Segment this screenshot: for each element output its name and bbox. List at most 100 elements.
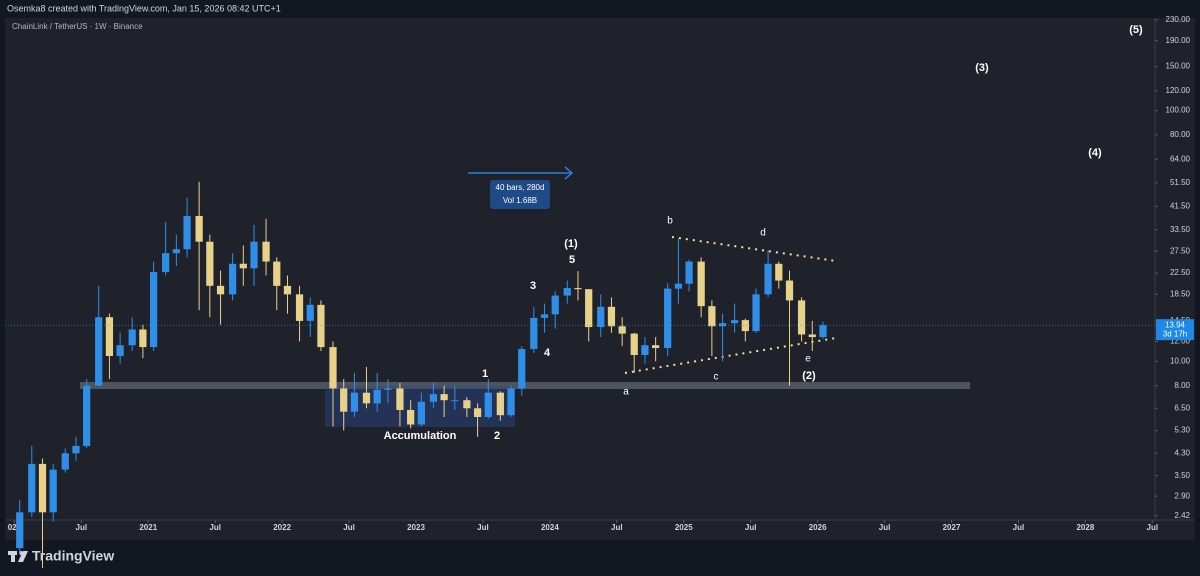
candle-body (731, 320, 739, 324)
candle-body (172, 249, 180, 254)
wave-label: 2 (494, 430, 500, 442)
logo-part (18, 551, 28, 562)
candle-body (607, 306, 616, 327)
wave-label: (2) (802, 370, 816, 382)
wave-label: a (623, 387, 629, 398)
candle-body (83, 385, 91, 446)
candle-body (451, 400, 459, 402)
candle-body (228, 263, 237, 295)
y-tick-label: 51.50 (1170, 178, 1191, 187)
y-tick-label: 2.42 (1174, 511, 1190, 520)
candle-body (652, 345, 660, 349)
candle-body (162, 253, 170, 273)
last-price-box (1156, 319, 1194, 341)
candle-body (697, 261, 705, 307)
candle-body (250, 241, 258, 269)
candle-body (708, 306, 716, 327)
candle-body (61, 453, 69, 470)
candle-body (518, 349, 526, 389)
measure-box (490, 180, 550, 209)
x-tick-label: 2026 (809, 523, 827, 532)
y-tick-label: 64.00 (1170, 154, 1191, 163)
candle-body (630, 333, 638, 356)
x-tick-label: 2028 (1076, 523, 1094, 532)
triangle-lower (624, 337, 837, 374)
y-tick-label: 150.00 (1166, 62, 1191, 71)
candle-body (440, 394, 448, 401)
candle-body (396, 388, 404, 410)
candle-body (563, 288, 571, 296)
wave-label: 5 (569, 254, 575, 266)
candle-body (340, 388, 348, 412)
candle-body (808, 334, 816, 338)
x-tick-label: Jul (745, 523, 757, 532)
x-tick-label: 020 (8, 523, 22, 532)
chart-title: ChainLink / TetherUS · 1W · Binance (12, 22, 143, 31)
credit: Osemka8 created with TradingView.com, Ja… (7, 3, 281, 13)
candle-body (574, 288, 582, 290)
candle-body (183, 215, 191, 250)
last-price-label: 13.94 (1165, 320, 1186, 329)
candle-body (597, 306, 605, 328)
measure-label: 40 bars, 280d (496, 183, 545, 192)
candle-body (16, 512, 24, 549)
y-tick-label: 120.00 (1166, 86, 1191, 95)
x-tick-label: 2024 (541, 523, 559, 532)
candle-body (49, 469, 57, 513)
candle-body (28, 463, 36, 513)
x-tick-label: 2023 (407, 523, 425, 532)
x-tick-label: Jul (76, 523, 88, 532)
y-tick-label: 8.00 (1174, 381, 1190, 390)
wave-label: 1 (482, 368, 488, 380)
candle-body (373, 389, 381, 404)
candle-body (752, 294, 760, 332)
wave-label: (1) (564, 238, 578, 250)
y-tick-label: 2.90 (1174, 491, 1190, 500)
x-tick-label: Jul (1147, 523, 1159, 532)
x-tick-label: Jul (343, 523, 355, 532)
candle-body (664, 288, 672, 349)
candle-body (139, 329, 147, 348)
candle-body (105, 317, 114, 357)
candle-body (128, 329, 136, 346)
candle-body (775, 263, 783, 281)
candle-body (429, 394, 438, 402)
wave-label: e (805, 354, 811, 365)
candle-body (463, 400, 471, 409)
candle-body (741, 320, 749, 332)
candle-body (329, 347, 337, 389)
y-tick-label: 6.50 (1174, 403, 1190, 412)
y-tick-label: 5.30 (1174, 426, 1190, 435)
logo-part (11, 551, 15, 562)
y-tick-label: 230.00 (1166, 15, 1191, 24)
candle-body (585, 289, 593, 328)
wave-label: d (760, 228, 766, 239)
candle-body (283, 285, 292, 295)
candle-body (306, 304, 314, 321)
candle-body (685, 261, 693, 284)
y-tick-label: 80.00 (1170, 130, 1191, 139)
candle-body (216, 285, 225, 295)
candle-body (384, 388, 392, 390)
wave-label: 3 (530, 280, 536, 292)
x-tick-label: Jul (209, 523, 221, 532)
candle-body (407, 409, 415, 425)
candle-body (551, 295, 559, 315)
candle-body (496, 392, 504, 416)
candle-body (295, 294, 304, 321)
y-tick-label: 4.30 (1174, 448, 1190, 457)
y-tick-label: 12.00 (1170, 337, 1191, 346)
wave-label: b (667, 216, 673, 227)
candle-body (819, 325, 827, 338)
chart-area (5, 18, 1195, 540)
candle-body (718, 323, 727, 327)
wave-label: (4) (1088, 147, 1102, 159)
countdown-label: 3d 17h (1163, 329, 1187, 338)
y-tick-label: 100.00 (1166, 106, 1191, 115)
candle-body (674, 283, 683, 289)
candle-body (95, 317, 103, 386)
candle-body (149, 272, 158, 348)
candle-body (507, 388, 515, 416)
x-tick-label: Jul (477, 523, 489, 532)
